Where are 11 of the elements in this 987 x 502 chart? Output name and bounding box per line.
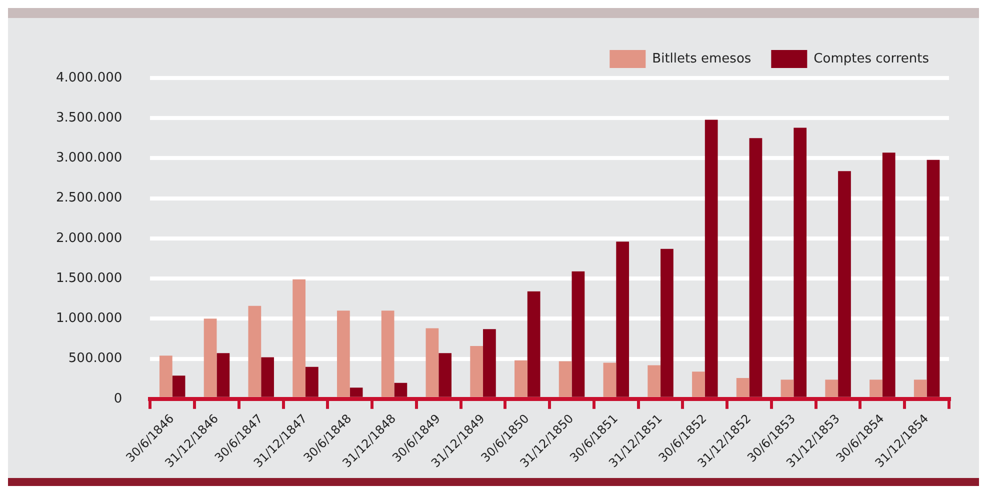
y-tick-label: 4.000.000 — [56, 70, 122, 86]
y-tick-label: 2.500.000 — [56, 190, 122, 206]
y-tick-label: 500.000 — [68, 351, 122, 366]
y-tick-label: 1.000.000 — [56, 311, 122, 326]
y-tick-label: 0 — [114, 391, 122, 406]
y-tick-label: 2.000.000 — [56, 230, 122, 246]
y-tick-label: 1.500.000 — [56, 270, 122, 286]
legend-label: Comptes corrents — [814, 51, 930, 66]
y-tick-label: 3.000.000 — [56, 150, 122, 166]
legend-label: Bitllets emesos — [652, 51, 752, 66]
y-tick-label: 3.500.000 — [56, 110, 122, 126]
